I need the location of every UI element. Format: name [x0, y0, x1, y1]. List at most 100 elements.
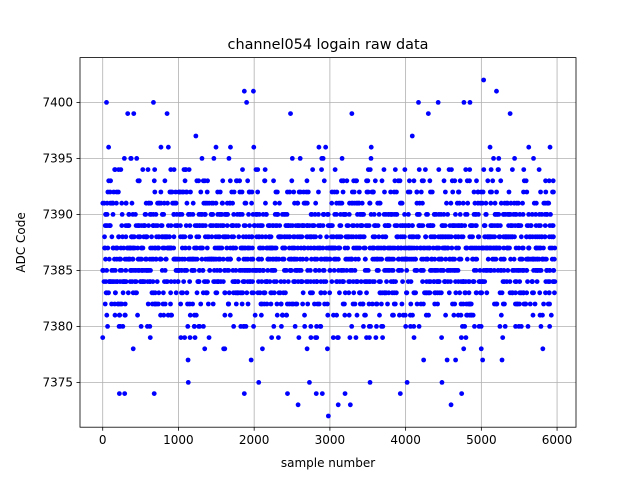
data-point — [408, 301, 414, 307]
data-point — [294, 301, 300, 307]
data-point — [485, 256, 491, 262]
data-point — [479, 290, 485, 296]
data-point — [225, 234, 231, 240]
data-point — [290, 223, 295, 229]
data-point — [213, 144, 219, 150]
data-point — [497, 324, 503, 329]
data-point — [133, 279, 139, 284]
data-point — [273, 256, 278, 262]
data-point — [478, 324, 484, 329]
data-point-outlier — [335, 402, 341, 408]
data-point — [509, 167, 515, 173]
data-point — [500, 335, 506, 340]
data-point — [197, 324, 203, 329]
data-point — [420, 223, 426, 229]
data-point — [422, 167, 428, 173]
data-point — [414, 301, 420, 307]
data-point — [119, 212, 125, 217]
data-point — [271, 324, 277, 329]
data-point — [186, 245, 192, 251]
data-point — [305, 301, 311, 307]
data-point — [551, 256, 557, 262]
data-point — [140, 167, 146, 173]
data-point — [161, 312, 167, 318]
data-point — [517, 301, 522, 307]
data-point — [330, 234, 336, 240]
data-point — [483, 212, 489, 217]
data-point — [498, 312, 504, 318]
data-point — [456, 189, 462, 195]
x-tick-label: 4000 — [390, 433, 421, 447]
data-point — [457, 212, 463, 217]
data-point — [106, 144, 112, 150]
data-point — [367, 335, 372, 340]
data-point — [123, 279, 129, 284]
data-point — [512, 156, 517, 161]
data-point — [211, 156, 217, 161]
data-point — [262, 167, 268, 173]
data-point — [339, 156, 345, 161]
data-point — [182, 178, 188, 184]
data-point — [316, 189, 321, 195]
data-point-outlier — [131, 111, 137, 116]
data-point — [547, 144, 553, 150]
data-point — [481, 167, 487, 173]
data-point — [260, 346, 265, 352]
data-point-outlier — [116, 391, 122, 396]
data-point — [117, 256, 123, 262]
data-point — [246, 268, 252, 273]
data-point — [382, 189, 387, 195]
data-point — [163, 256, 169, 262]
data-point — [135, 245, 141, 251]
data-point — [233, 301, 239, 307]
x-tick-label: 5000 — [466, 433, 497, 447]
data-point — [233, 268, 239, 273]
data-point — [484, 290, 490, 296]
data-point-outlier — [349, 111, 355, 116]
data-point — [470, 234, 475, 240]
data-point — [316, 301, 322, 307]
data-point — [346, 212, 352, 217]
data-point — [407, 189, 413, 195]
data-point — [483, 200, 489, 206]
data-point — [364, 290, 369, 296]
data-point — [110, 212, 116, 217]
data-point — [365, 268, 371, 273]
data-point — [258, 312, 264, 318]
data-point — [373, 335, 379, 340]
data-point — [378, 279, 383, 284]
data-point — [151, 178, 157, 184]
data-point — [278, 301, 284, 307]
data-point — [247, 223, 253, 229]
data-point — [204, 290, 210, 296]
data-point — [329, 200, 335, 206]
data-point — [115, 189, 121, 195]
data-point — [284, 212, 290, 217]
data-point — [525, 279, 530, 284]
data-point — [225, 212, 231, 217]
data-point — [165, 200, 170, 206]
data-point — [246, 212, 251, 217]
data-point — [524, 268, 529, 273]
data-point — [268, 301, 274, 307]
data-point — [403, 290, 409, 296]
data-point — [341, 279, 346, 284]
data-point — [513, 324, 518, 329]
data-point — [392, 301, 398, 307]
data-point — [112, 290, 118, 296]
data-point — [416, 324, 422, 329]
data-point — [200, 268, 206, 273]
data-point — [125, 290, 131, 296]
data-point — [383, 234, 389, 240]
data-point — [378, 301, 384, 307]
data-point — [153, 223, 159, 229]
data-point — [231, 324, 237, 329]
data-point-outlier — [288, 111, 293, 116]
data-point-outlier — [367, 380, 373, 385]
data-point — [204, 189, 210, 195]
data-point — [471, 279, 477, 284]
data-points — [100, 77, 558, 419]
data-point — [226, 156, 232, 161]
data-point — [411, 324, 417, 329]
data-point — [220, 223, 225, 229]
